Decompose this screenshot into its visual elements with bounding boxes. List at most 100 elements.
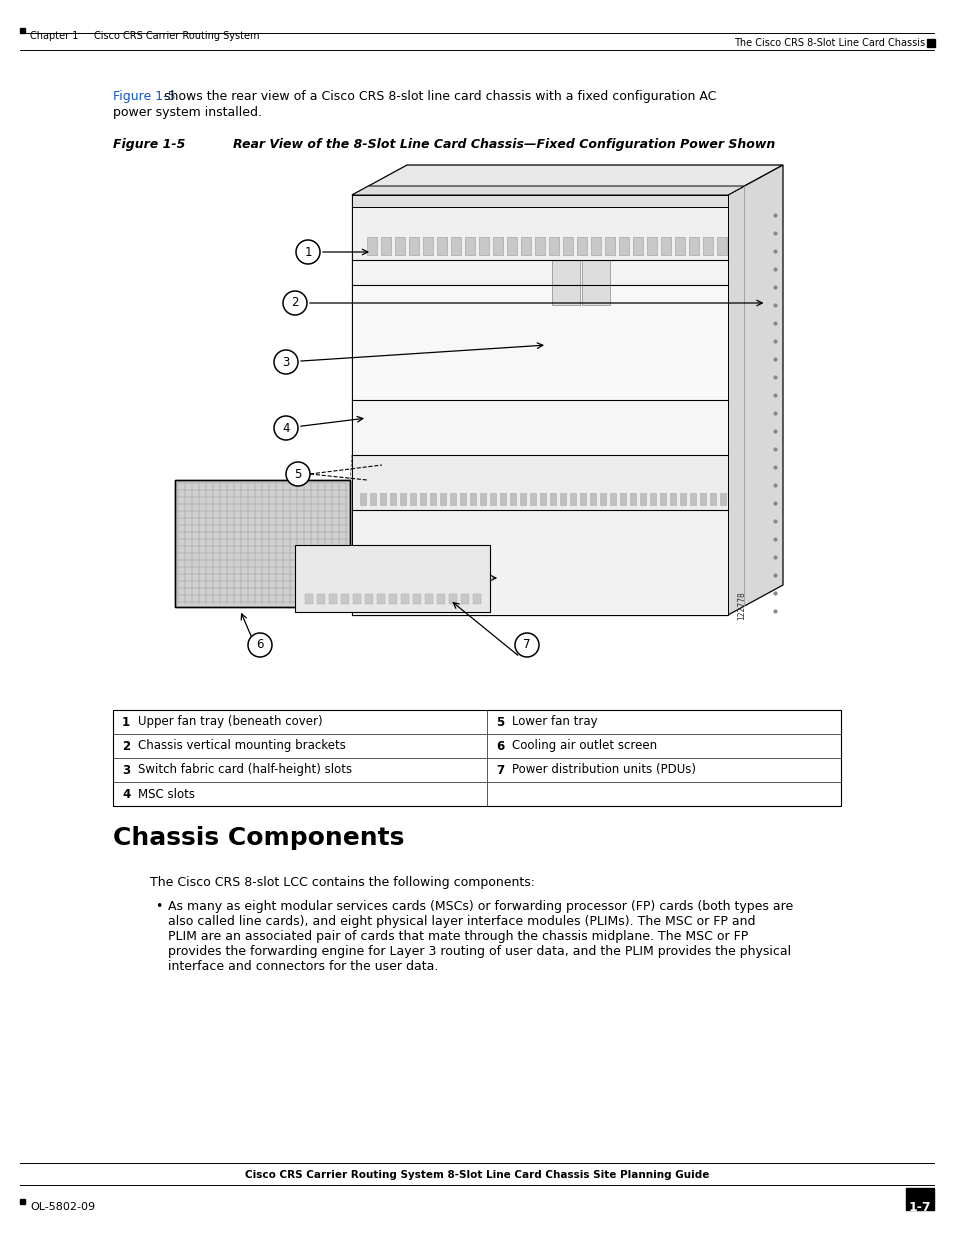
Text: 5: 5 — [294, 468, 301, 480]
Text: PLIM are an associated pair of cards that mate through the chassis midplane. The: PLIM are an associated pair of cards tha… — [168, 930, 747, 944]
Bar — [569, 493, 576, 505]
Bar — [679, 493, 685, 505]
Bar — [490, 493, 496, 505]
Bar — [352, 285, 727, 400]
Bar — [112, 734, 486, 758]
Bar — [709, 493, 716, 505]
Text: As many as eight modular services cards (MSCs) or forwarding processor (FP) card: As many as eight modular services cards … — [168, 900, 792, 913]
Bar — [390, 493, 395, 505]
Text: Rear View of the 8-Slot Line Card Chassis—Fixed Configuration Power Shown: Rear View of the 8-Slot Line Card Chassi… — [233, 138, 775, 151]
Text: shows the rear view of a Cisco CRS 8-slot line card chassis with a fixed configu: shows the rear view of a Cisco CRS 8-slo… — [160, 90, 716, 103]
Bar — [459, 493, 465, 505]
Bar — [599, 493, 605, 505]
Text: power system installed.: power system installed. — [112, 106, 262, 119]
Bar — [649, 493, 656, 505]
Text: also called line cards), and eight physical layer interface modules (PLIMs). The: also called line cards), and eight physi… — [168, 915, 755, 927]
FancyBboxPatch shape — [506, 237, 517, 254]
FancyBboxPatch shape — [660, 237, 670, 254]
Circle shape — [274, 350, 297, 374]
Polygon shape — [352, 165, 782, 195]
Circle shape — [248, 634, 272, 657]
Circle shape — [283, 291, 307, 315]
Text: 3: 3 — [282, 356, 290, 368]
FancyBboxPatch shape — [577, 237, 586, 254]
Bar — [486, 782, 841, 806]
Bar — [436, 594, 444, 604]
Bar — [629, 493, 636, 505]
Bar — [294, 545, 490, 613]
Bar — [581, 261, 609, 305]
FancyBboxPatch shape — [535, 237, 544, 254]
Bar — [174, 480, 350, 606]
FancyBboxPatch shape — [436, 237, 447, 254]
Bar — [413, 594, 420, 604]
Text: Figure 1-5: Figure 1-5 — [112, 138, 185, 151]
Text: •: • — [154, 900, 162, 913]
Text: 6: 6 — [256, 638, 263, 652]
FancyBboxPatch shape — [367, 237, 376, 254]
Bar — [112, 710, 841, 806]
Bar — [639, 493, 645, 505]
Bar — [430, 493, 436, 505]
Bar — [519, 493, 525, 505]
Bar — [486, 758, 841, 782]
Bar — [359, 493, 366, 505]
Bar — [410, 493, 416, 505]
Text: MSC slots: MSC slots — [138, 788, 194, 800]
Bar — [365, 594, 373, 604]
Bar — [559, 493, 565, 505]
FancyBboxPatch shape — [646, 237, 657, 254]
FancyBboxPatch shape — [688, 237, 699, 254]
Bar — [352, 400, 727, 454]
Bar — [720, 493, 725, 505]
Circle shape — [274, 416, 297, 440]
Bar — [400, 594, 409, 604]
Bar — [353, 594, 360, 604]
Bar — [352, 207, 727, 261]
Text: Upper fan tray (beneath cover): Upper fan tray (beneath cover) — [138, 715, 322, 729]
Text: 4: 4 — [122, 788, 131, 800]
Polygon shape — [727, 165, 782, 615]
FancyBboxPatch shape — [702, 237, 712, 254]
Bar — [112, 758, 486, 782]
Bar — [499, 493, 505, 505]
FancyBboxPatch shape — [395, 237, 405, 254]
Bar — [352, 454, 727, 510]
Bar — [450, 493, 456, 505]
Bar — [419, 493, 426, 505]
Bar — [589, 493, 596, 505]
Text: Lower fan tray: Lower fan tray — [512, 715, 597, 729]
FancyBboxPatch shape — [478, 237, 489, 254]
FancyBboxPatch shape — [633, 237, 642, 254]
Polygon shape — [352, 186, 743, 195]
Bar — [20, 28, 25, 33]
FancyBboxPatch shape — [493, 237, 502, 254]
Bar — [316, 594, 325, 604]
Bar — [552, 261, 579, 305]
Bar — [439, 493, 446, 505]
FancyBboxPatch shape — [548, 237, 558, 254]
Bar — [470, 493, 476, 505]
Text: The Cisco CRS 8-slot LCC contains the following components:: The Cisco CRS 8-slot LCC contains the fo… — [150, 876, 535, 889]
Bar — [659, 493, 665, 505]
Bar — [473, 594, 480, 604]
Bar — [486, 734, 841, 758]
Bar — [539, 493, 545, 505]
Bar — [486, 710, 841, 734]
Text: interface and connectors for the user data.: interface and connectors for the user da… — [168, 960, 438, 973]
Bar — [669, 493, 676, 505]
Text: Power distribution units (PDUs): Power distribution units (PDUs) — [512, 763, 696, 777]
Bar — [479, 493, 485, 505]
Circle shape — [515, 634, 538, 657]
Text: 2: 2 — [291, 296, 298, 310]
Text: 5: 5 — [496, 715, 504, 729]
Bar — [579, 493, 585, 505]
Bar — [174, 480, 350, 606]
Circle shape — [295, 240, 319, 264]
FancyBboxPatch shape — [464, 237, 475, 254]
Bar — [609, 493, 616, 505]
Bar — [376, 594, 385, 604]
Bar — [112, 782, 486, 806]
Text: Figure 1-5: Figure 1-5 — [112, 90, 175, 103]
Text: The Cisco CRS 8-Slot Line Card Chassis: The Cisco CRS 8-Slot Line Card Chassis — [733, 38, 924, 48]
